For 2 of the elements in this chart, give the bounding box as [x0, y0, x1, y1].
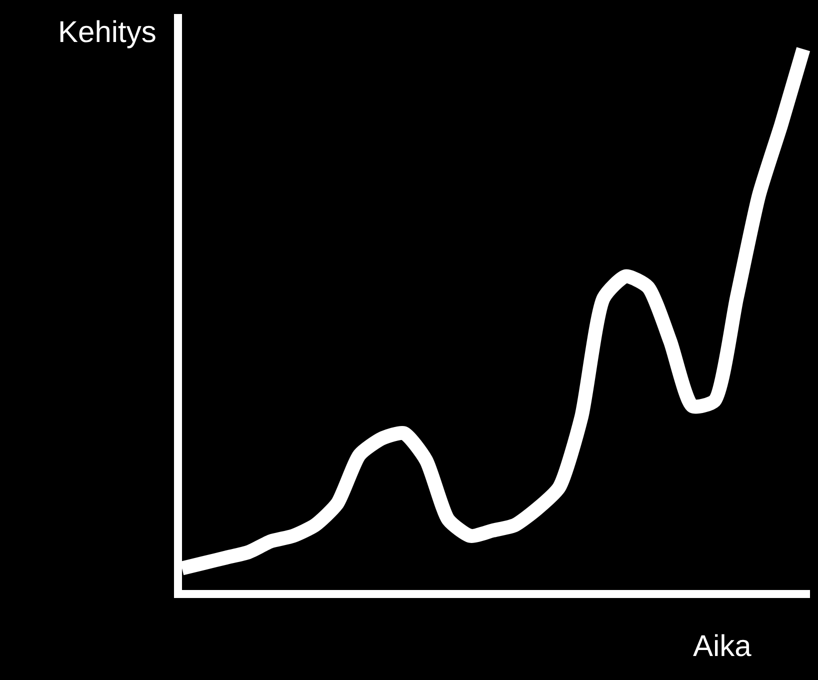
y-axis-title: Kehitys — [58, 16, 156, 49]
x-axis-title: Aika — [693, 630, 752, 663]
